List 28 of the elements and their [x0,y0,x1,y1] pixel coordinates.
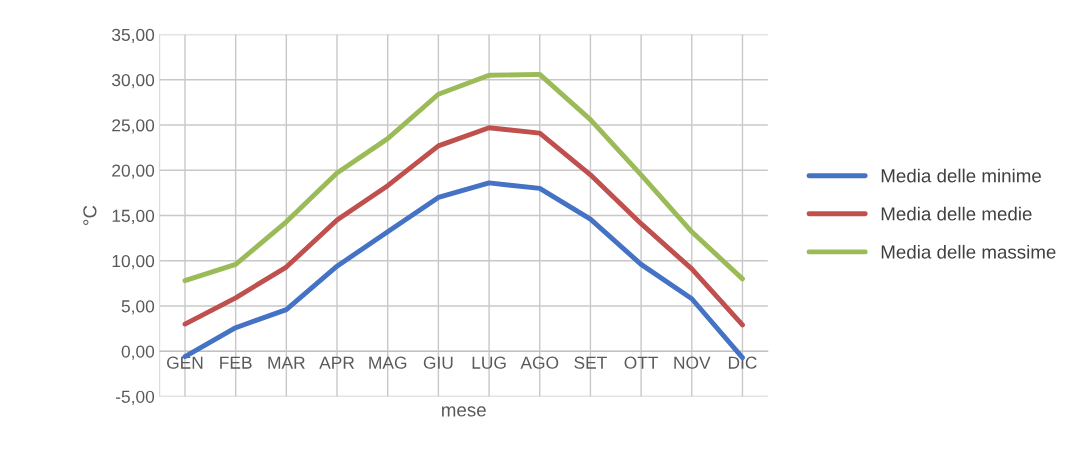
y-tick-label: 10,00 [112,254,155,270]
y-tick-label: 25,00 [112,119,155,134]
x-tick-label: NOV [674,356,711,369]
x-tick-label: LUG [472,356,506,369]
x-axis-title: mese [442,406,486,417]
y-tick-label: 5,00 [121,300,155,315]
x-tick-label: MAG [369,356,407,369]
y-tick-label: 0,00 [121,345,155,360]
x-tick-label: GIU [423,356,453,369]
y-tick-label: -5,00 [115,390,155,405]
x-tick-label: MAR [268,356,305,369]
y-tick-label: 15,00 [112,209,155,225]
x-tick-label: FEB [220,356,252,369]
x-tick-label: SET [574,356,607,369]
x-tick-label: GEN [167,356,203,369]
y-tick-label: 20,00 [112,164,155,179]
x-tick-label: AGO [520,356,559,369]
x-tick-label: OTT [624,356,659,369]
y-tick-label: 30,00 [112,73,155,89]
line-series [182,71,745,284]
legend-label: Media delle medie [881,206,1032,221]
y-axis-title: °C [83,205,97,225]
line-series [182,125,745,328]
x-tick-label: DIC [728,356,757,369]
legend-label: Media delle minime [881,168,1041,183]
legend-label: Media delle massime [881,244,1056,259]
y-tick-label: 35,00 [112,28,155,44]
x-tick-label: APR [319,356,355,369]
